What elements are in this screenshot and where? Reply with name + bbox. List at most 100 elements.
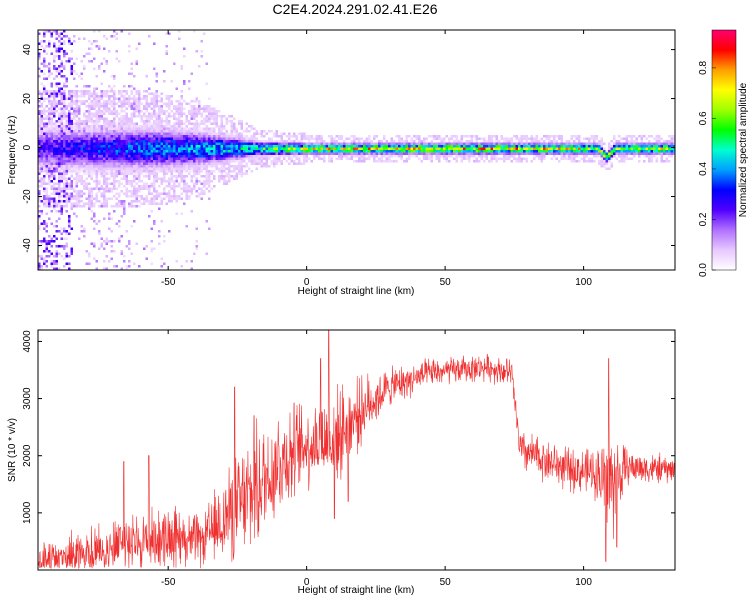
spectrogram-cell [280, 147, 283, 150]
spectrogram-cell [470, 137, 473, 140]
spectrogram-cell [128, 100, 131, 103]
spectrogram-cell [238, 135, 241, 138]
spectrogram-cell [210, 152, 213, 155]
spectrogram-cell [143, 187, 146, 190]
spectrogram-cell [125, 187, 128, 190]
spectrogram-cell [418, 137, 421, 140]
spectrogram-cell [73, 132, 76, 135]
spectrogram-cell [470, 152, 473, 155]
spectrogram-cell [198, 192, 201, 195]
spectrogram-cell [320, 145, 323, 148]
spectrogram-cell [165, 140, 168, 143]
spectrogram-cell [390, 152, 393, 155]
spectrogram-cell [153, 200, 156, 203]
spectrogram-cell [50, 265, 53, 268]
spectrogram-cell [588, 145, 591, 148]
spectrogram-cell [158, 137, 161, 140]
x-tick-label: 100 [575, 277, 592, 288]
spectrogram-cell [43, 65, 46, 68]
spectrogram-cell [575, 145, 578, 148]
spectrogram-cell [625, 155, 628, 158]
spectrogram-cell [163, 147, 166, 150]
spectrogram-cell [178, 182, 181, 185]
spectrogram-cell [290, 142, 293, 145]
spectrogram-cell [405, 160, 408, 163]
spectrogram-cell [605, 162, 608, 165]
spectrogram-cell [430, 150, 433, 153]
spectrogram-cell [175, 155, 178, 158]
spectrogram-cell [50, 100, 53, 103]
spectrogram-cell [75, 197, 78, 200]
spectrogram-cell [230, 152, 233, 155]
spectrogram-cell [93, 205, 96, 208]
spectrogram-cell [40, 257, 43, 260]
spectrogram-cell [643, 147, 646, 150]
spectrogram-cell [65, 165, 68, 168]
spectrogram-cell [90, 130, 93, 133]
spectrogram-cell [103, 120, 106, 123]
spectrogram-cell [393, 140, 396, 143]
spectrogram-cell [235, 135, 238, 138]
spectrogram-cell [365, 140, 368, 143]
spectrogram-cell [50, 165, 53, 168]
spectrogram-cell [648, 142, 651, 145]
spectrogram-cell [165, 165, 168, 168]
spectrogram-cell [155, 90, 158, 93]
spectrogram-cell [173, 182, 176, 185]
spectrogram-cell [183, 132, 186, 135]
spectrogram-cell [200, 162, 203, 165]
spectrogram-cell [178, 142, 181, 145]
spectrogram-cell [90, 200, 93, 203]
spectrogram-cell [245, 152, 248, 155]
figure-title: C2E4.2024.291.02.41.E26 [272, 1, 437, 17]
spectrogram-cell [650, 152, 653, 155]
spectrogram-cell [195, 190, 198, 193]
spectrogram-cell [50, 30, 53, 33]
spectrogram-cell [338, 155, 341, 158]
spectrogram-cell [125, 147, 128, 150]
spectrogram-cell [118, 240, 121, 243]
spectrogram-cell [540, 140, 543, 143]
spectrogram-cell [53, 45, 56, 48]
spectrogram-cell [55, 192, 58, 195]
spectrogram-cell [73, 122, 76, 125]
spectrogram-cell [440, 147, 443, 150]
spectrogram-cell [45, 97, 48, 100]
spectrogram-cell [83, 187, 86, 190]
spectrogram-cell [420, 142, 423, 145]
spectrogram-cell [215, 147, 218, 150]
spectrogram-cell [215, 132, 218, 135]
spectrogram-cell [90, 47, 93, 50]
spectrogram-cell [180, 107, 183, 110]
spectrogram-cell [195, 152, 198, 155]
spectrogram-cell [163, 140, 166, 143]
spectrogram-cell [90, 127, 93, 130]
spectrogram-cell [310, 135, 313, 138]
spectrogram-cell [75, 167, 78, 170]
spectrogram-cell [103, 137, 106, 140]
spectrogram-cell [385, 142, 388, 145]
spectrogram-cell [258, 150, 261, 153]
spectrogram-cell [480, 157, 483, 160]
spectrogram-cell [638, 145, 641, 148]
spectrogram-cell [68, 222, 71, 225]
spectrogram-cell [170, 140, 173, 143]
spectrogram-cell [65, 125, 68, 128]
spectrogram-cell [75, 95, 78, 98]
spectrogram-cell [65, 232, 68, 235]
spectrogram-cell [210, 145, 213, 148]
spectrogram-cell [218, 157, 221, 160]
y-tick-label: -20 [22, 189, 33, 204]
spectrogram-cell [88, 147, 91, 150]
spectrogram-cell [108, 127, 111, 130]
spectrogram-cell [165, 195, 168, 198]
spectrogram-cell [53, 30, 56, 33]
spectrogram-cell [155, 140, 158, 143]
spectrogram-cell [193, 125, 196, 128]
spectrogram-cell [438, 135, 441, 138]
spectrogram-cell [660, 142, 663, 145]
spectrogram-cell [45, 105, 48, 108]
spectrogram-cell [390, 142, 393, 145]
spectrogram-cell [93, 152, 96, 155]
spectrogram-cell [123, 85, 126, 88]
